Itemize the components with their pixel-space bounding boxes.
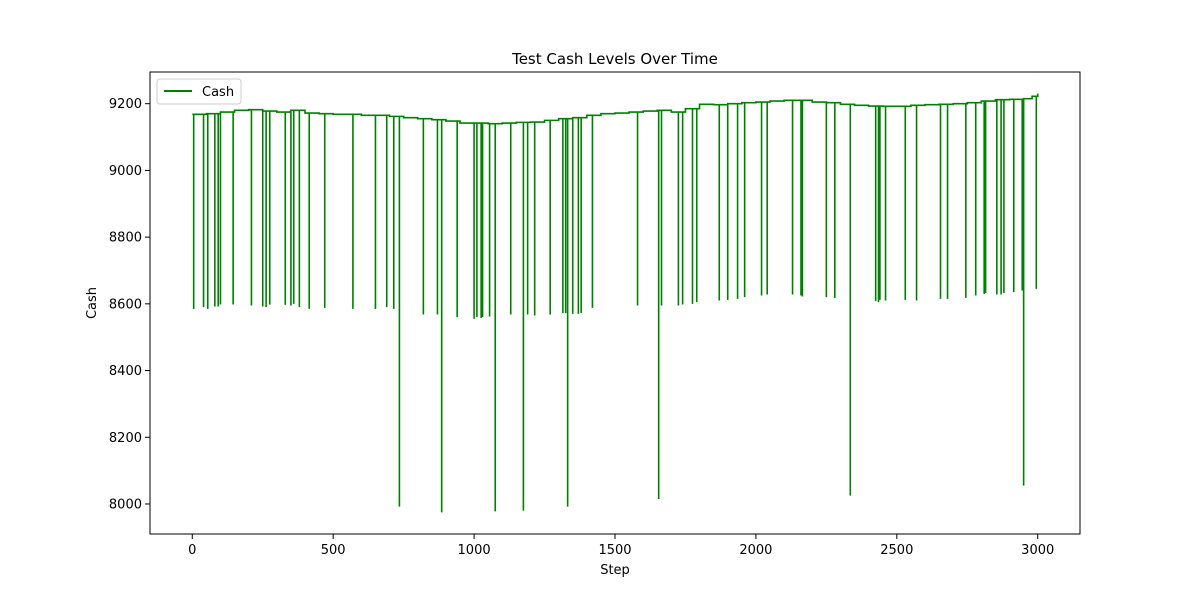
y-tick-label: 8600 [109, 297, 142, 312]
x-tick-label: 1500 [598, 543, 631, 558]
x-tick-label: 2500 [880, 543, 913, 558]
legend: Cash [156, 78, 242, 105]
y-axis: 8000 8200 8400 8600 8800 9000 9200 [109, 97, 150, 512]
x-tick-label: 0 [188, 543, 196, 558]
x-tick-label: 1000 [458, 543, 491, 558]
y-tick-label: 8200 [109, 431, 142, 446]
y-axis-label: Cash [85, 287, 100, 319]
series-line-cash [192, 93, 1039, 513]
y-tick-label: 8000 [109, 497, 142, 512]
x-tick-label: 500 [321, 543, 346, 558]
y-tick-label: 8400 [109, 364, 142, 379]
series-layer [192, 93, 1039, 513]
legend-box [156, 78, 242, 105]
legend-label-cash: Cash [202, 85, 234, 100]
y-tick-label: 9000 [109, 164, 142, 179]
x-axis-label: Step [600, 563, 630, 578]
y-tick-label: 8800 [109, 231, 142, 246]
x-tick-label: 3000 [1021, 543, 1054, 558]
chart-title: Test Cash Levels Over Time [511, 50, 718, 68]
x-axis: 0 500 1000 1500 2000 2500 3000 [188, 534, 1054, 558]
x-tick-label: 2000 [739, 543, 772, 558]
y-tick-label: 9200 [109, 97, 142, 112]
